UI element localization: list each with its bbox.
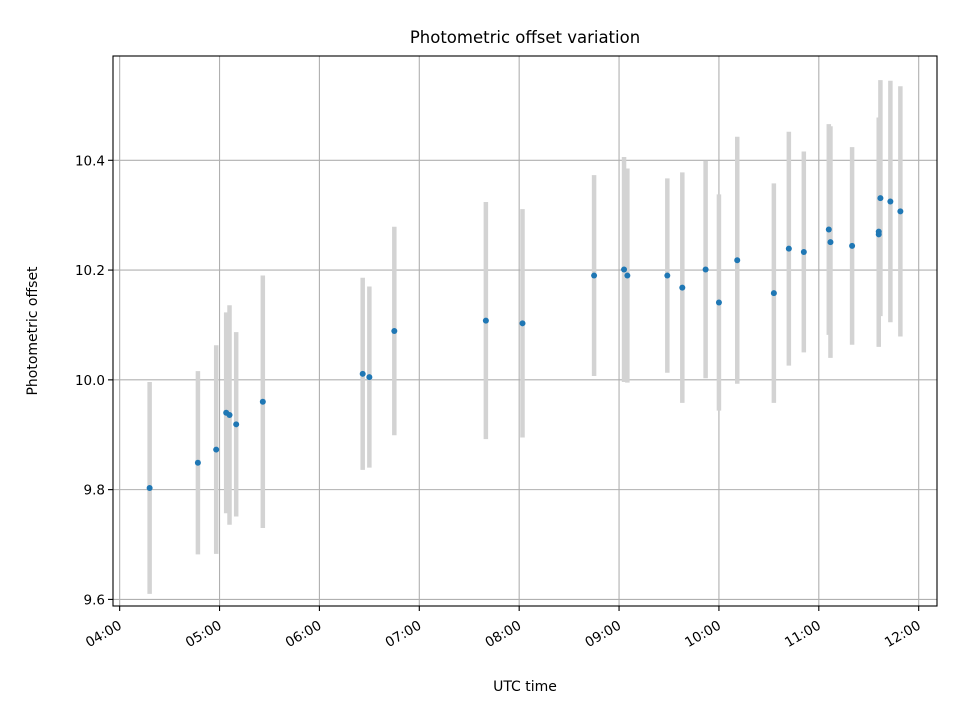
chart-title: Photometric offset variation [410, 28, 640, 47]
data-point [887, 198, 894, 205]
plot-area [113, 56, 937, 606]
data-point [849, 242, 856, 249]
data-point [226, 411, 233, 418]
data-point [715, 299, 722, 306]
data-point [825, 226, 832, 233]
y-gridlines [113, 159, 937, 600]
data-point [624, 272, 631, 279]
data-point [259, 398, 266, 405]
data-point [664, 272, 671, 279]
data-point [734, 257, 741, 264]
data-point [519, 320, 526, 327]
y-tick-label: 9.6 [84, 592, 105, 608]
data-point [366, 374, 373, 381]
data-point [482, 317, 489, 324]
data-points [146, 195, 904, 491]
data-point [233, 421, 240, 428]
data-point [785, 245, 792, 252]
data-point [621, 266, 628, 273]
data-point [875, 231, 882, 238]
data-point [827, 239, 834, 246]
data-point [770, 290, 777, 297]
data-point [702, 266, 709, 273]
data-point [213, 446, 220, 453]
data-point [146, 484, 153, 491]
x-gridlines [119, 56, 920, 606]
data-point [391, 328, 398, 334]
data-point [800, 248, 807, 255]
data-point [591, 272, 598, 279]
data-point [359, 370, 366, 377]
y-tick-label: 9.8 [84, 483, 105, 499]
y-tick-label: 10.0 [75, 373, 105, 389]
data-point [194, 459, 201, 466]
x-axis-label: UTC time [493, 679, 557, 695]
data-point [897, 208, 904, 215]
y-axis-ticks: 9.6 9.8 10.0 10.2 10.4 [75, 153, 113, 608]
y-axis-label: Photometric offset [25, 266, 41, 396]
data-point [679, 284, 686, 291]
plot-frame [112, 55, 938, 607]
data-point [877, 195, 884, 202]
y-tick-label: 10.4 [75, 153, 105, 169]
y-tick-label: 10.2 [75, 263, 105, 279]
